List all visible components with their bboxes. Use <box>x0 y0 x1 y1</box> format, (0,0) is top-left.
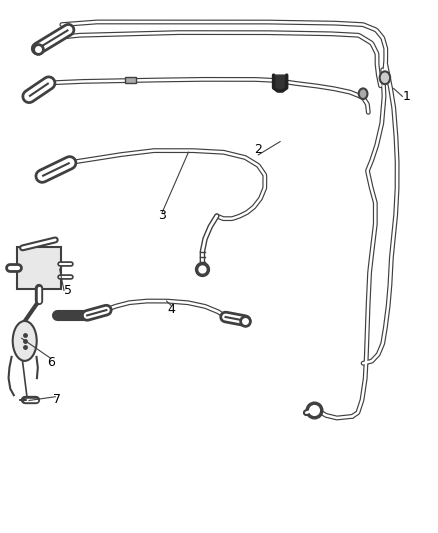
Text: 1: 1 <box>403 90 411 103</box>
Circle shape <box>359 88 367 99</box>
Bar <box>125 77 136 83</box>
Circle shape <box>380 71 390 84</box>
Text: 3: 3 <box>158 209 166 222</box>
Ellipse shape <box>13 321 37 361</box>
FancyBboxPatch shape <box>17 247 60 289</box>
Text: 5: 5 <box>64 284 72 297</box>
Text: 2: 2 <box>254 143 262 156</box>
Text: 4: 4 <box>167 303 175 316</box>
Text: 6: 6 <box>47 356 55 369</box>
Text: 7: 7 <box>53 393 61 406</box>
Polygon shape <box>274 75 287 91</box>
